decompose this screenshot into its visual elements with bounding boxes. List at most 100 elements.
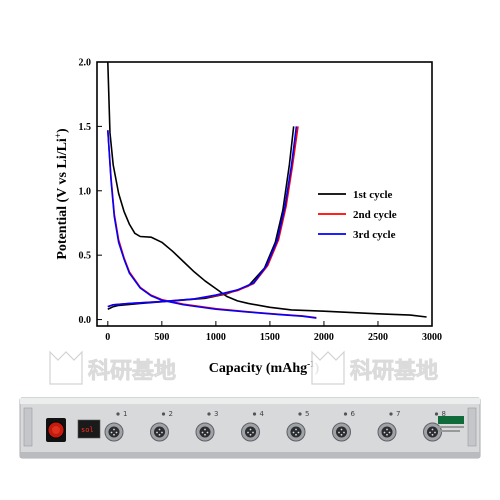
connector-pin [386, 433, 388, 436]
connector-pin [204, 428, 206, 431]
x-tick-label: 2500 [368, 332, 388, 343]
connector-pin [338, 431, 340, 434]
channel-number: 2 [169, 410, 173, 418]
legend-label-3: 3rd cycle [353, 229, 396, 241]
watermark-logo-icon [311, 350, 345, 385]
connector-socket [290, 426, 302, 438]
channel-led [434, 412, 439, 416]
led-display [77, 419, 101, 439]
connector-socket [108, 426, 120, 438]
connector-pin [161, 431, 163, 434]
device-top-edge [20, 398, 480, 404]
channel-port-3[interactable]: 3 [195, 410, 218, 442]
connector-pin [386, 428, 388, 431]
connector-pin [158, 433, 161, 436]
series-line-5 [107, 130, 317, 319]
connector-pin [431, 428, 434, 431]
channel-led [343, 412, 348, 416]
connector-socket [245, 426, 256, 438]
x-tick-label: 3000 [422, 332, 442, 343]
connector-pin [158, 428, 161, 431]
series-group [107, 61, 427, 319]
connector-pin [429, 431, 431, 434]
legend: 1st cycle 2nd cycle 3rd cycle [318, 189, 397, 241]
connector-pin [113, 428, 115, 431]
connector-pin [383, 431, 386, 434]
connector-socket [427, 426, 438, 438]
device-brand-plate [438, 416, 464, 424]
device-bottom-edge [20, 452, 480, 458]
y-tick-label: 2.0 [79, 58, 92, 69]
connector-pin [206, 431, 209, 434]
connector-pin [295, 433, 297, 436]
connector-socket [381, 426, 393, 438]
connector-pin [434, 431, 436, 434]
x-tick-label: 1500 [260, 332, 280, 343]
plot-frame [96, 61, 433, 327]
legend-label-2: 2nd cycle [353, 209, 397, 221]
connector-pin [201, 431, 204, 434]
rack-ear-right [467, 407, 477, 447]
connector-pin [340, 428, 343, 431]
channel-port-5[interactable]: 5 [286, 410, 309, 442]
x-tick-label: 1000 [206, 332, 226, 343]
connector-pin [292, 431, 295, 434]
y-axis-title: Potential (V vs Li/Li+) [53, 128, 70, 260]
connector-pin [247, 431, 249, 434]
channel-led [252, 412, 257, 416]
channel-number: 3 [214, 410, 218, 418]
connector-socket [199, 426, 211, 438]
rack-ear-left [23, 407, 33, 447]
channel-port-6[interactable]: 6 [332, 410, 356, 442]
watermark-text-right: 科研基地 [350, 359, 438, 384]
port-row: 1 2 3 4 5 6 7 8 [104, 410, 446, 442]
channel-led [116, 412, 120, 416]
channel-port-7[interactable]: 7 [377, 410, 400, 442]
watermark-left: 科研基地 [49, 350, 176, 385]
connector-pin [110, 431, 113, 434]
connector-pin [388, 431, 391, 434]
channel-number: 4 [260, 410, 265, 418]
connector-pin [113, 433, 115, 436]
x-tick-label: 2000 [314, 332, 334, 343]
watermark-text-left: 科研基地 [88, 359, 176, 384]
power-icon [52, 426, 60, 434]
led-display-text: sol [81, 426, 94, 434]
connector-pin [297, 431, 300, 434]
channel-led [298, 412, 302, 416]
connector-pin [156, 431, 158, 434]
connector-pin [204, 433, 206, 436]
channel-led [389, 412, 393, 416]
channel-port-2[interactable]: 2 [150, 410, 173, 442]
watermark-logo-icon [49, 350, 83, 385]
connector-socket [154, 426, 165, 438]
series-line-6 [107, 126, 298, 308]
channel-led [207, 412, 211, 416]
channel-port-4[interactable]: 4 [241, 410, 265, 442]
channel-number: 1 [123, 410, 127, 418]
x-tick-label: 0 [105, 332, 110, 343]
axis-ticks: 0 500 1000 1500 2000 2500 3000 0.0 0.5 1.0 1.5 2.0 [79, 58, 443, 344]
channel-port-1[interactable]: 1 [104, 410, 127, 442]
series-line-1 [107, 61, 427, 318]
device-text-line [438, 430, 460, 432]
channel-number: 8 [442, 410, 446, 418]
watermark-right: 科研基地 [311, 350, 438, 385]
y-tick-label: 1.5 [79, 122, 92, 133]
device-text-line [438, 426, 464, 428]
connector-pin [249, 433, 252, 436]
connector-pin [252, 431, 254, 434]
connector-pin [431, 433, 434, 436]
x-tick-label: 500 [154, 332, 169, 343]
y-tick-label: 0.0 [79, 315, 92, 326]
y-tick-label: 0.5 [79, 251, 92, 262]
y-tick-label: 1.0 [79, 186, 92, 197]
connector-pin [249, 428, 252, 431]
channel-led [161, 412, 166, 416]
connector-pin [343, 431, 345, 434]
legend-label-1: 1st cycle [353, 189, 393, 201]
channel-number: 5 [305, 410, 309, 418]
channel-number: 6 [351, 410, 356, 418]
